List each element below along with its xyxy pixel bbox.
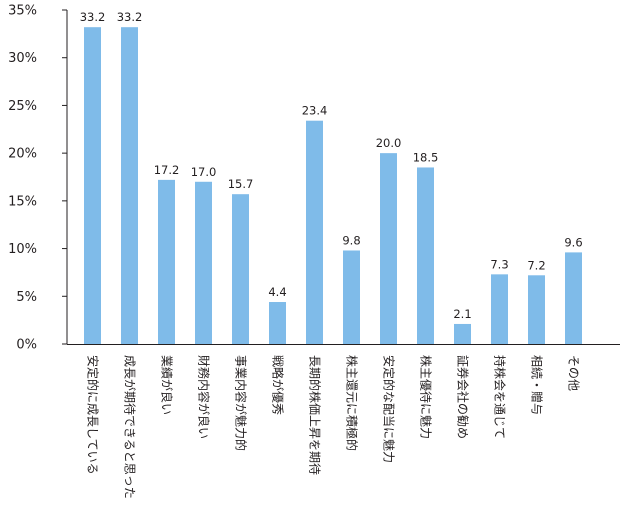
category-label: 株主還元に積極的 [345,355,360,451]
y-tick-label: 15% [8,194,37,209]
data-label: 18.5 [413,150,439,164]
y-tick-label: 10% [8,242,37,257]
data-label: 9.8 [342,233,360,247]
data-label: 17.2 [154,163,180,177]
category-label: 安定的に成長している [86,355,101,475]
data-label: 7.2 [527,258,545,272]
y-tick-label: 25% [8,99,37,114]
y-tick-label: 20% [8,147,37,162]
category-label: 成長が期待できると思った [123,355,138,499]
bar [565,252,582,344]
bar [121,27,138,344]
data-label: 20.0 [376,136,402,150]
data-label: 2.1 [453,307,471,321]
category-label: その他 [567,355,581,391]
data-label: 33.2 [80,10,106,24]
bar [528,275,545,344]
data-label: 15.7 [228,177,254,191]
data-label: 23.4 [302,104,328,118]
y-tick-label: 30% [8,51,37,66]
category-label: 戦略が優秀 [271,355,286,415]
bar [454,323,471,344]
bar [380,153,397,344]
data-label: 4.4 [268,285,286,299]
bar [84,27,101,344]
category-label: 安定的な配当に魅力 [382,355,397,463]
data-label: 17.0 [191,165,217,179]
category-label: 財務内容が良い [197,355,212,439]
bar [343,250,360,344]
data-label: 7.3 [490,257,508,271]
bar [269,302,286,344]
category-label: 証券会社の勧め [456,355,471,439]
category-label: 持株会を通じて [493,355,508,439]
bar [158,179,175,344]
category-label: 業績が良い [160,355,175,415]
bar [417,167,434,344]
category-label: 長期的株価上昇を期待 [308,355,323,475]
y-tick-label: 5% [16,290,37,305]
bar [306,120,323,344]
bar [195,181,212,344]
data-label: 33.2 [117,10,143,24]
category-label: 株主優待に魅力 [419,355,434,439]
y-tick-label: 35% [8,4,37,19]
bar [232,194,249,344]
data-label: 9.6 [564,235,582,249]
category-label: 事業内容が魅力的 [234,355,249,451]
bar [491,274,508,344]
category-label: 相続・贈与 [530,355,545,415]
y-tick-label: 0% [16,338,37,353]
